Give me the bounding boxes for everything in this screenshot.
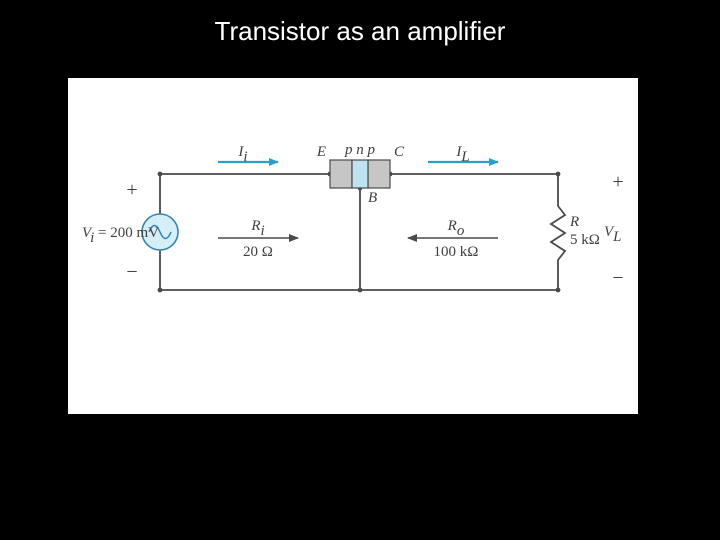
polarity-minus-left: − (126, 261, 137, 283)
svg-text:B: B (368, 190, 377, 206)
load-resistor-icon (551, 200, 565, 266)
svg-text:5 kΩ: 5 kΩ (570, 232, 600, 248)
circuit-diagram: p n pECBIiILRi20 ΩRo100 kΩR5 kΩVLVi = 20… (68, 78, 638, 414)
polarity-plus-right: + (612, 171, 623, 193)
svg-text:C: C (394, 144, 405, 160)
polarity-minus-right: − (612, 267, 623, 289)
polarity-plus-left: + (126, 179, 137, 201)
svg-text:Ri: Ri (250, 218, 264, 239)
slide: Transistor as an amplifier p n pECBIiILR… (0, 0, 720, 540)
svg-text:E: E (316, 144, 326, 160)
circuit-svg: p n pECBIiILRi20 ΩRo100 kΩR5 kΩVLVi = 20… (68, 78, 638, 414)
svg-text:p n p: p n p (344, 142, 376, 158)
transistor-n (352, 160, 368, 188)
transistor-p-right (368, 160, 390, 188)
transistor-p-left (330, 160, 352, 188)
svg-text:100 kΩ: 100 kΩ (434, 244, 479, 260)
svg-text:Ro: Ro (447, 218, 465, 239)
svg-text:VL: VL (604, 224, 622, 245)
svg-text:R: R (569, 214, 579, 230)
svg-text:20 Ω: 20 Ω (243, 244, 273, 260)
slide-title: Transistor as an amplifier (0, 16, 720, 47)
